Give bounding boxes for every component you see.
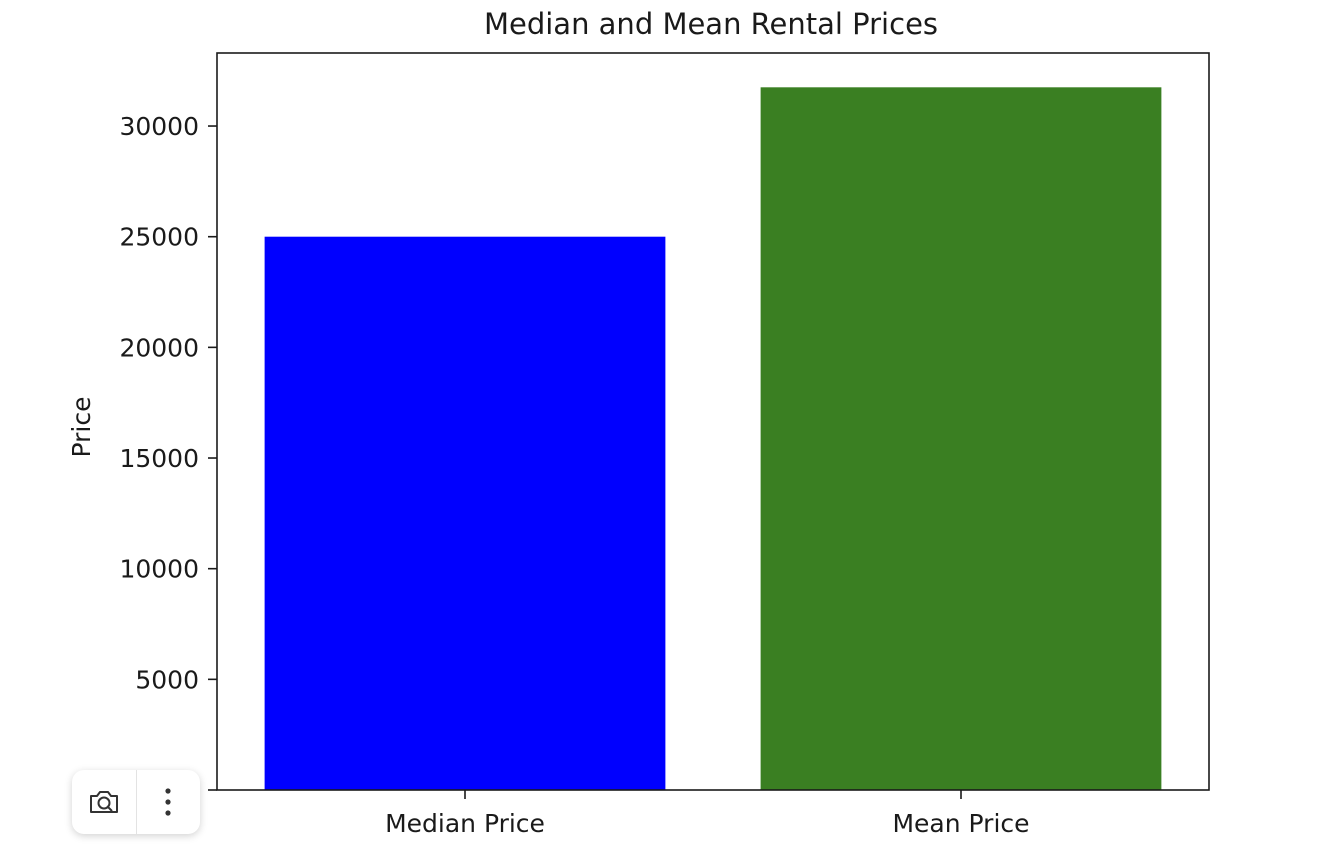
bar-median-price: [264, 236, 666, 790]
toolbar-divider: [135, 770, 137, 834]
y-axis-label: Price: [67, 397, 96, 458]
x-tick-label: Mean Price: [892, 809, 1029, 838]
y-tick-label: 25000: [119, 223, 199, 252]
y-axis-ticks: 050001000015000200002500030000: [119, 112, 217, 805]
bar-mean-price: [760, 87, 1162, 790]
bars-layer: [264, 87, 1162, 790]
y-tick-label: 10000: [119, 555, 199, 584]
screenshot-button[interactable]: [72, 770, 136, 834]
x-axis-ticks: Median Price Mean Price: [385, 790, 1030, 838]
camera-icon: [89, 791, 118, 813]
chart-title: Median and Mean Rental Prices: [484, 7, 938, 41]
y-tick-label: 5000: [135, 665, 199, 694]
plot-toolbar: [72, 770, 200, 834]
y-tick-label: 30000: [119, 112, 199, 141]
y-tick-label: 15000: [119, 444, 199, 473]
more-options-button[interactable]: [137, 770, 201, 834]
more-vertical-icon: [165, 788, 171, 816]
y-tick-label: 20000: [119, 333, 199, 362]
plot-frame: [216, 52, 1210, 791]
x-tick-label: Median Price: [385, 809, 545, 838]
